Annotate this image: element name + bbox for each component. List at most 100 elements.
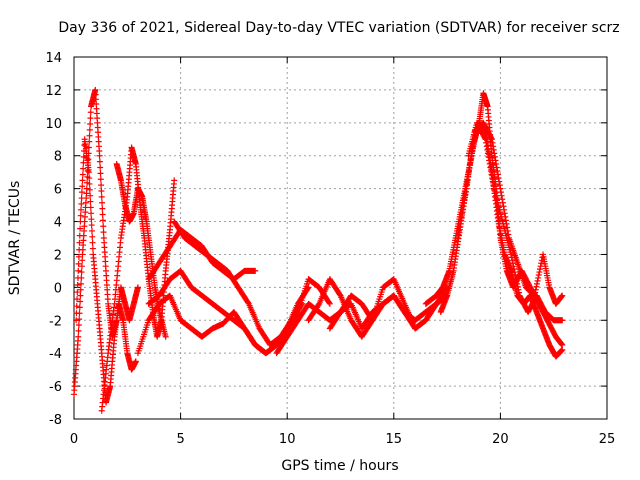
data-point-marker: [96, 152, 103, 159]
data-point-marker: [76, 316, 83, 323]
data-point-marker: [74, 282, 81, 289]
data-point-marker: [511, 269, 518, 276]
data-point-marker: [73, 317, 80, 324]
data-point-marker: [500, 203, 507, 210]
y-tick-label: 10: [45, 117, 62, 132]
data-point-marker: [87, 120, 94, 127]
data-point-marker: [484, 150, 491, 157]
data-point-marker: [512, 274, 519, 281]
data-point-marker: [78, 280, 85, 287]
data-point-marker: [81, 142, 88, 149]
data-point-marker: [78, 263, 85, 270]
data-point-marker: [536, 266, 543, 273]
data-point-marker: [78, 269, 85, 276]
data-point-marker: [252, 267, 259, 274]
data-point-marker: [486, 157, 493, 164]
data-point-marker: [97, 176, 104, 183]
data-point-marker: [514, 280, 521, 287]
data-point-marker: [509, 257, 516, 264]
series-track-h: [145, 267, 333, 357]
y-tick-label: 0: [54, 281, 62, 296]
data-point-marker: [457, 220, 464, 227]
data-point-marker: [76, 304, 83, 311]
data-point-marker: [97, 164, 104, 171]
y-tick-label: 2: [54, 248, 62, 263]
data-point-marker: [496, 178, 503, 185]
data-point-marker: [75, 327, 82, 334]
data-point-marker: [73, 310, 80, 317]
data-point-marker: [74, 289, 81, 296]
data-point-marker: [492, 157, 499, 164]
data-point-marker: [534, 277, 541, 284]
data-point-marker: [484, 146, 491, 153]
data-point-marker: [76, 232, 83, 239]
data-point-marker: [457, 217, 464, 224]
data-point-marker: [87, 192, 94, 199]
data-point-marker: [98, 182, 105, 189]
data-point-marker: [511, 266, 518, 273]
data-point-marker: [454, 235, 461, 241]
x-tick-label: 10: [279, 432, 296, 447]
data-point-marker: [75, 321, 82, 328]
grid-lines: [74, 57, 607, 419]
data-point-marker: [485, 153, 492, 160]
data-point-marker: [487, 168, 494, 175]
data-point-marker: [483, 143, 490, 150]
data-point-marker: [100, 229, 107, 236]
data-point-marker: [502, 217, 509, 224]
data-point-marker: [508, 251, 515, 258]
data-point-marker: [86, 132, 93, 139]
series-track-b: [73, 136, 139, 406]
data-point-marker: [76, 239, 83, 246]
data-point-marker: [86, 175, 93, 182]
data-point-marker: [489, 175, 496, 182]
data-point-marker: [99, 211, 106, 218]
data-point-marker: [134, 284, 141, 291]
data-point-marker: [509, 260, 516, 267]
data-point-marker: [496, 182, 503, 189]
data-point-marker: [490, 143, 497, 150]
y-tick-label: 6: [54, 183, 62, 198]
x-tick-label: 25: [599, 432, 616, 447]
data-point-marker: [88, 227, 95, 234]
data-point-marker: [89, 239, 96, 246]
data-point-marker: [78, 200, 85, 207]
y-axis-ticks: -8 -6 -4 -2 0 2 4 6 8 10 12 14: [45, 51, 607, 428]
data-point-marker: [463, 181, 470, 188]
data-point-marker: [162, 333, 169, 340]
data-point-marker: [77, 292, 84, 299]
data-point-marker: [495, 175, 502, 182]
data-point-marker: [466, 165, 473, 172]
x-tick-label: 0: [70, 432, 78, 447]
y-tick-label: 8: [54, 150, 62, 165]
y-tick-label: -8: [49, 413, 62, 428]
data-point-marker: [98, 187, 105, 194]
data-point-marker: [499, 199, 506, 206]
data-point-marker: [85, 156, 92, 163]
data-point-marker: [86, 126, 93, 133]
data-point-marker: [467, 156, 474, 163]
data-point-marker: [465, 169, 472, 176]
data-point-marker: [498, 189, 505, 196]
data-point-marker: [461, 196, 468, 203]
data-point-marker: [493, 160, 500, 167]
data-point-marker: [460, 203, 467, 210]
data-point-marker: [462, 189, 469, 196]
data-point-marker: [510, 263, 517, 270]
x-tick-label: 5: [176, 432, 184, 447]
data-point-marker: [79, 177, 86, 184]
data-point-marker: [79, 171, 86, 178]
data-point-marker: [76, 246, 83, 253]
data-point-marker: [86, 180, 93, 187]
data-point-marker: [463, 185, 470, 192]
data-point-marker: [87, 115, 94, 122]
data-point-marker: [488, 135, 495, 142]
chart-title: Day 336 of 2021, Sidereal Day-to-day VTE…: [58, 20, 619, 36]
series-track-k: [326, 284, 451, 332]
data-point-marker: [75, 333, 82, 340]
data-point-marker: [515, 289, 522, 296]
y-tick-label: 4: [54, 216, 62, 231]
data-point-marker: [99, 199, 106, 206]
data-point-marker: [98, 193, 105, 200]
